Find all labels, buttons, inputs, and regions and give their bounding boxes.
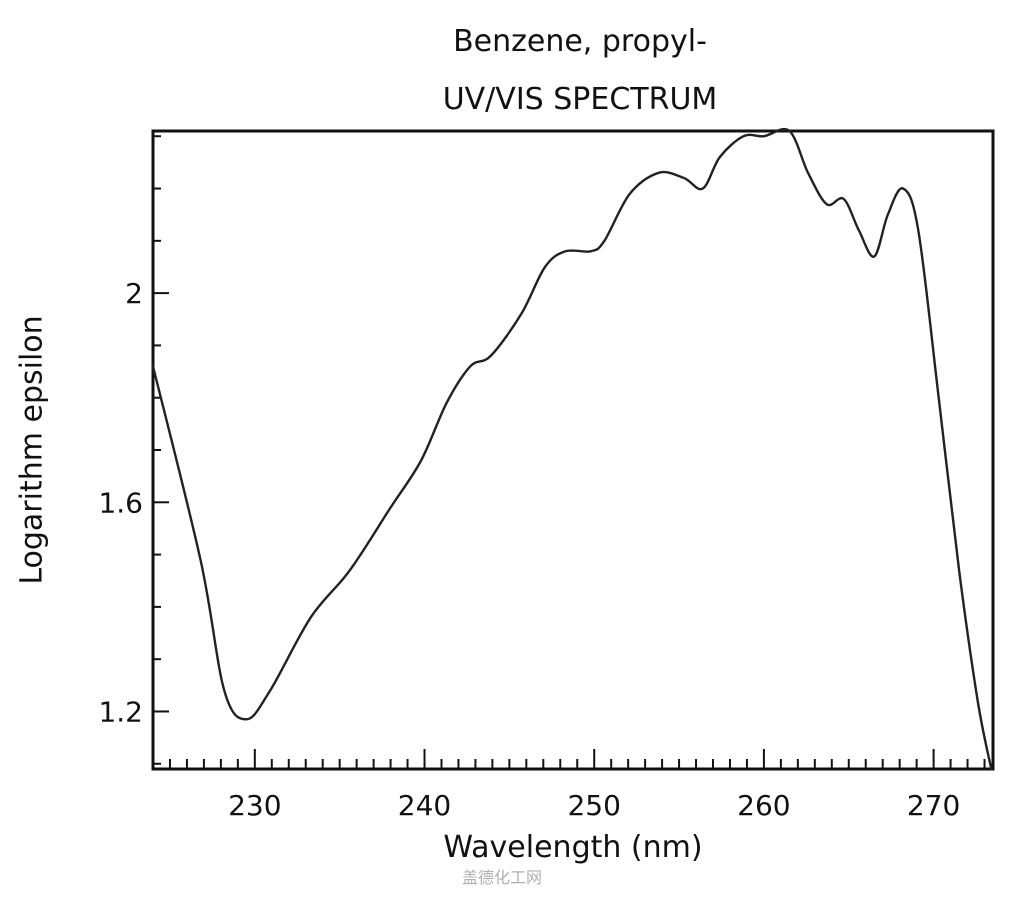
chart-title: Benzene, propyl- — [453, 24, 707, 59]
y-tick-label: 1.6 — [98, 486, 143, 519]
y-tick-label: 2 — [125, 277, 143, 310]
x-tick-label: 270 — [907, 789, 960, 822]
x-tick-label: 260 — [737, 789, 790, 822]
watermark: 盖德化工网 — [462, 868, 543, 887]
chart-subtitle: UV/VIS SPECTRUM — [442, 82, 718, 117]
y-tick-label: 1.2 — [98, 695, 143, 728]
x-tick-label: 250 — [567, 789, 620, 822]
x-tick-label: 230 — [228, 789, 281, 822]
x-axis-label: Wavelength (nm) — [443, 830, 703, 865]
spectrum-line — [151, 127, 993, 771]
x-axis-ticks: 230 240 250 260 270 — [152, 749, 986, 822]
x-tick-label: 240 — [398, 789, 451, 822]
y-axis-ticks: 1.2 1.6 2 — [98, 135, 169, 765]
